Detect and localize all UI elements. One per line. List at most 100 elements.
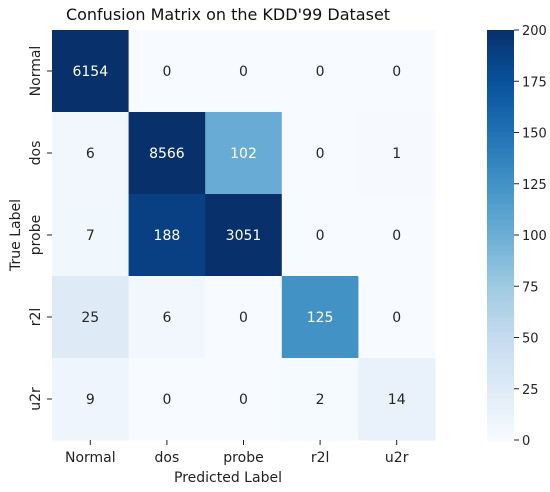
colorbar-segment xyxy=(487,286,514,292)
colorbar-segment xyxy=(487,199,514,205)
colorbar-segment xyxy=(487,306,514,313)
cell-value-label: 188 xyxy=(154,228,181,244)
heatmap-cell xyxy=(205,30,283,113)
colorbar-tick-label: 125 xyxy=(522,178,547,193)
y-tick-label: r2l xyxy=(28,308,44,327)
heatmap-cell xyxy=(358,112,436,195)
colorbar-segment xyxy=(487,71,514,77)
colorbar-segment xyxy=(487,342,514,349)
x-axis-ticks: Normal dos probe r2l u2r xyxy=(65,440,409,466)
heatmap-cell xyxy=(281,194,359,277)
colorbar-segment xyxy=(487,429,514,436)
y-tick-label: u2r xyxy=(28,387,44,411)
colorbar-segment xyxy=(487,117,514,123)
colorbar-segment xyxy=(487,163,514,169)
heatmap-cell xyxy=(358,30,436,113)
colorbar-segment xyxy=(487,255,514,262)
cell-value-label: 14 xyxy=(388,392,406,408)
heatmap-cell xyxy=(128,358,206,441)
colorbar-segment xyxy=(487,35,514,41)
heatmap-cell xyxy=(358,276,436,359)
colorbar-segment xyxy=(487,240,514,246)
colorbar-tick-label: 175 xyxy=(522,75,547,90)
cell-value-label: 9 xyxy=(86,392,95,408)
colorbar-segment xyxy=(487,327,514,333)
x-tick-label: Normal xyxy=(65,450,116,466)
heatmap-cell xyxy=(52,112,130,195)
heatmap-cell xyxy=(281,30,359,113)
colorbar-segment xyxy=(487,383,514,390)
colorbar-segment xyxy=(487,96,514,103)
colorbar-segment xyxy=(487,363,514,369)
colorbar-segment xyxy=(487,260,514,267)
colorbar-segment xyxy=(487,101,514,108)
colorbar-tick-label: 200 xyxy=(522,24,547,39)
colorbar: 0 25 50 75 100 125 150 175 200 xyxy=(487,24,547,449)
colorbar-segment xyxy=(487,76,514,82)
x-tick-label: probe xyxy=(223,450,263,466)
heatmap-cells: 6154 0 0 0 0 6 8566 102 0 1 7 188 3051 0 0 25 6 0 125 0 9 0 0 2… xyxy=(52,30,436,441)
colorbar-segment xyxy=(487,434,514,441)
heatmap-cell xyxy=(358,358,436,441)
cell-value-label: 25 xyxy=(81,310,99,326)
x-axis-label: Predicted Label xyxy=(174,470,282,486)
y-axis-ticks: Normal dos probe r2l u2r xyxy=(28,46,52,411)
colorbar-segment xyxy=(487,347,514,354)
heatmap-cell xyxy=(205,276,283,359)
colorbar-segment xyxy=(487,311,514,318)
cell-value-label: 125 xyxy=(307,310,334,326)
cell-value-label: 8566 xyxy=(149,146,185,162)
colorbar-segment xyxy=(487,322,514,328)
heatmap-cell xyxy=(52,358,130,441)
cell-value-label: 3051 xyxy=(226,228,262,244)
colorbar-tick-label: 0 xyxy=(522,434,530,449)
colorbar-segment xyxy=(487,229,514,236)
cell-value-label: 0 xyxy=(239,64,248,80)
colorbar-segment xyxy=(487,250,514,257)
colorbar-segment xyxy=(487,276,514,282)
colorbar-tick-label: 100 xyxy=(522,229,547,244)
colorbar-segment xyxy=(487,378,514,385)
colorbar-segment xyxy=(487,235,514,241)
cell-value-label: 2 xyxy=(316,392,325,408)
heatmap-cell xyxy=(128,30,206,113)
y-axis-label: True Label xyxy=(8,199,24,272)
colorbar-segment xyxy=(487,183,514,190)
heatmap-cell xyxy=(52,194,130,277)
heatmap-cell xyxy=(281,358,359,441)
cell-value-label: 6 xyxy=(162,310,171,326)
y-tick-label: dos xyxy=(28,141,44,166)
colorbar-segment xyxy=(487,60,514,67)
heatmap-cell xyxy=(128,276,206,359)
colorbar-tick-label: 50 xyxy=(522,332,539,347)
cell-value-label: 0 xyxy=(392,228,401,244)
cell-value-label: 0 xyxy=(392,64,401,80)
heatmap-cell xyxy=(281,112,359,195)
colorbar-segment xyxy=(487,265,514,272)
cell-value-label: 0 xyxy=(392,310,401,326)
colorbar-tick-label: 150 xyxy=(522,127,547,142)
heatmap-cell xyxy=(128,194,206,277)
colorbar-segment xyxy=(487,419,514,426)
colorbar-segment xyxy=(487,399,514,405)
colorbar-segment xyxy=(487,368,514,374)
cell-value-label: 1 xyxy=(392,146,401,162)
x-tick-label: u2r xyxy=(385,450,409,466)
colorbar-segment xyxy=(487,45,514,52)
colorbar-segment xyxy=(487,122,514,128)
colorbar-segment xyxy=(487,55,514,62)
colorbar-segment xyxy=(487,301,514,308)
colorbar-segment xyxy=(487,112,514,118)
cell-value-label: 0 xyxy=(316,228,325,244)
cell-value-label: 102 xyxy=(230,146,257,162)
cell-value-label: 7 xyxy=(86,228,95,244)
colorbar-segment xyxy=(487,91,514,98)
colorbar-segment xyxy=(487,409,514,415)
colorbar-segment xyxy=(487,373,514,380)
colorbar-segment xyxy=(487,281,514,287)
x-tick-label: dos xyxy=(155,450,180,466)
y-tick-label: probe xyxy=(28,215,44,255)
colorbar-segment xyxy=(487,337,514,344)
